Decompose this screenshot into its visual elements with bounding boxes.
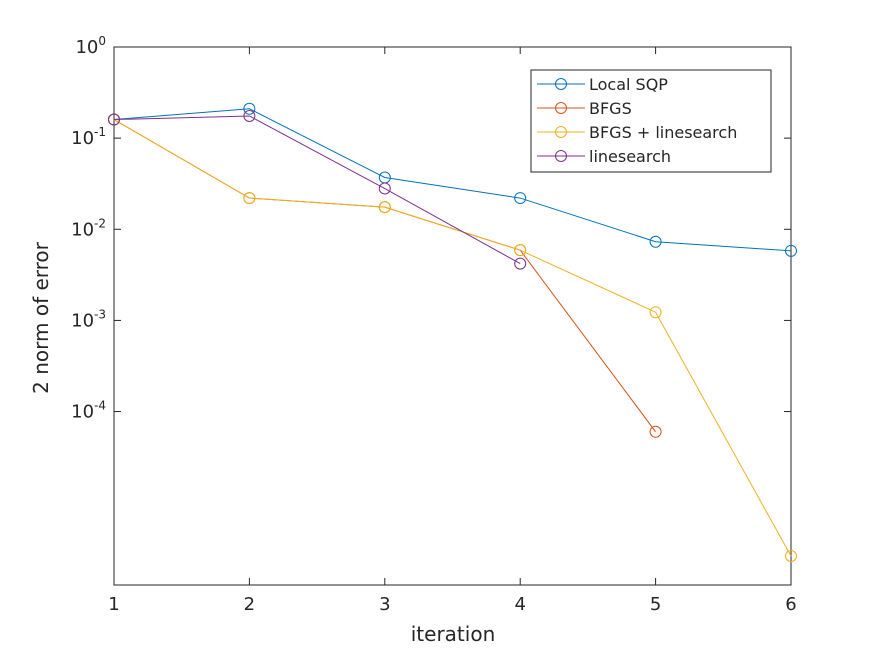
- legend-item: BFGS + linesearch: [537, 123, 737, 142]
- x-tick-label: 1: [108, 594, 119, 615]
- series-line: [113, 115, 521, 265]
- data-point: [514, 192, 527, 205]
- data-point: [649, 306, 662, 319]
- legend-marker: [555, 126, 567, 138]
- legend-box: [530, 69, 772, 173]
- legend-item: Local SQP: [537, 75, 668, 94]
- y-tick-exponent: -4: [94, 399, 106, 413]
- series-line: [113, 119, 792, 557]
- data-point: [108, 113, 120, 126]
- y-axis-label: 2 norm of error: [29, 241, 53, 394]
- y-tick-exponent: -2: [94, 216, 106, 230]
- y-tick-base: 10: [75, 37, 98, 58]
- data-point: [243, 102, 256, 115]
- x-tick-label: 5: [650, 594, 661, 615]
- data-point: [243, 192, 256, 205]
- data-point: [378, 201, 391, 214]
- y-tick-label: 100: [75, 34, 106, 58]
- y-tick-label: 10-4: [71, 399, 106, 423]
- y-tick-exponent: 0: [98, 34, 106, 48]
- legend-item: BFGS: [537, 99, 632, 118]
- data-point: [785, 244, 797, 257]
- y-tick-label: 10-3: [71, 307, 106, 331]
- legend-marker: [555, 150, 567, 162]
- y-tick-label: 10-1: [71, 125, 106, 149]
- x-tick-label: 6: [785, 594, 796, 615]
- data-point: [649, 425, 662, 438]
- data-point: [514, 257, 527, 270]
- y-tick-base: 10: [71, 402, 94, 423]
- x-tick-label: 2: [244, 594, 255, 615]
- data-point: [649, 235, 662, 248]
- series-0: [108, 102, 797, 257]
- y-tick-base: 10: [71, 219, 94, 240]
- x-tick-label: 4: [514, 594, 525, 615]
- x-tick-label: 3: [379, 594, 390, 615]
- legend: Local SQP BFGS BFGS + linesearch linesearch: [530, 69, 772, 173]
- y-tick-label: 10-2: [71, 216, 106, 240]
- y-tick-base: 10: [71, 128, 94, 149]
- legend-marker: [555, 102, 567, 114]
- data-point: [243, 109, 256, 122]
- series-3: [108, 109, 527, 270]
- y-tick-exponent: -3: [94, 307, 106, 321]
- y-tick-base: 10: [71, 310, 94, 331]
- series-layer: [108, 102, 797, 563]
- legend-item: linesearch: [537, 147, 671, 166]
- x-axis-label: iteration: [411, 622, 496, 646]
- legend-label: Local SQP: [589, 75, 668, 94]
- legend-label: BFGS + linesearch: [589, 123, 737, 142]
- data-point: [785, 550, 797, 563]
- legend-label: linesearch: [589, 147, 671, 166]
- data-point: [514, 244, 527, 257]
- series-line: [113, 108, 792, 252]
- y-tick-exponent: -1: [94, 125, 106, 139]
- data-point: [378, 182, 391, 195]
- legend-marker: [555, 78, 567, 90]
- legend-label: BFGS: [589, 99, 632, 118]
